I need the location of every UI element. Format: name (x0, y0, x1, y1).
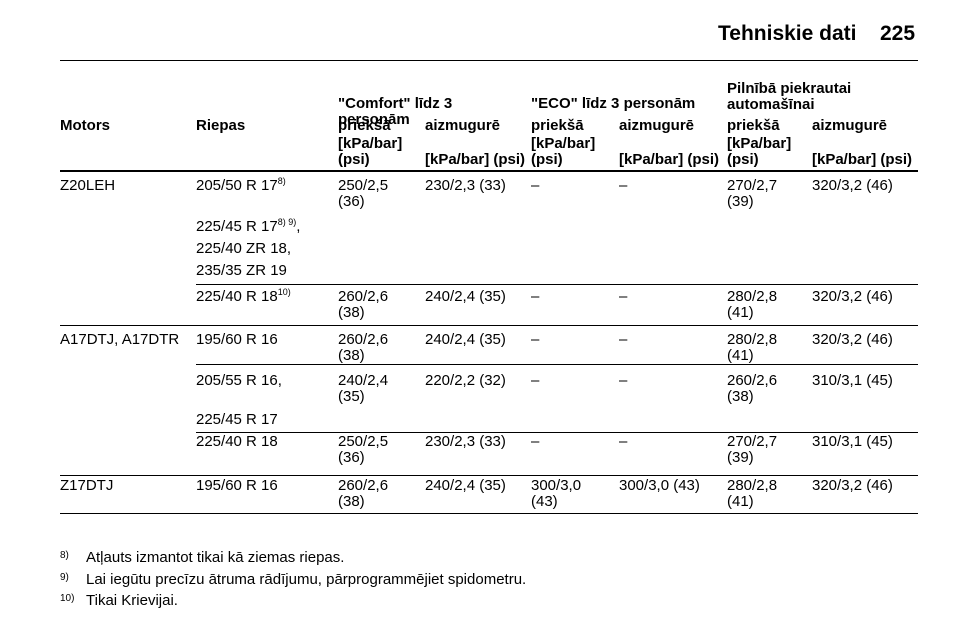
tyre-size: 225/40 R 18 (196, 433, 278, 450)
pressure: 230/2,3 (33) (425, 177, 506, 194)
tyre: 195/60 R 16 (196, 332, 278, 348)
footnote-ref: 10) (277, 287, 291, 297)
tyre: 225/45 R 17 (196, 412, 278, 428)
pressure: 230/2,3 (33) (425, 433, 506, 450)
pressure: – (531, 433, 540, 450)
pressure: 240/2,4 (35) (338, 372, 389, 405)
footnote-mark: 8) (60, 550, 69, 561)
pressure: – (531, 372, 540, 389)
pressure: – (619, 177, 628, 194)
tyre-size: 205/50 R 17 (196, 177, 278, 194)
page-number: 225 (880, 22, 916, 45)
tyre: 235/35 ZR 19 (196, 263, 287, 279)
tyre: 195/60 R 16 (196, 478, 278, 494)
row-rule (60, 513, 918, 514)
pressure: 240/2,4 (35) (425, 331, 506, 348)
section-title: Tehniskie dati (718, 22, 857, 45)
tyre: 205/50 R 178) (196, 176, 286, 194)
rule (60, 170, 918, 172)
pressure: 260/2,6 (38) (338, 331, 389, 364)
pressure: 220/2,2 (32) (425, 372, 506, 389)
pressure: – (531, 177, 540, 194)
pressure: – (531, 331, 540, 348)
unit-header: [kPa/bar] (psi) (619, 151, 720, 168)
pressure: 310/3,1 (45) (812, 433, 893, 450)
pressure: – (531, 288, 540, 305)
column-header: Riepas (196, 117, 246, 134)
footnote-ref: 8) 9) (277, 217, 297, 227)
footnote-ref: 8) (277, 176, 286, 186)
pressure: 240/2,4 (35) (425, 477, 506, 494)
pressure: 250/2,5 (36) (338, 177, 389, 210)
pressure: 260/2,6 (38) (338, 288, 389, 321)
footnote-mark: 9) (60, 572, 69, 583)
tyre: 225/40 ZR 18, (196, 241, 291, 257)
motor: Z17DTJ (60, 477, 114, 494)
pressure: 280/2,8 (41) (727, 477, 778, 510)
pressure: – (619, 372, 628, 389)
group-header: "Comfort" līdz 3 personām (338, 95, 453, 128)
tyre-size: 225/45 R 17 (196, 411, 278, 428)
pressure: 240/2,4 (35) (425, 288, 506, 305)
unit-header: [kPa/bar] (psi) (812, 151, 913, 168)
pressure: 270/2,7 (39) (727, 433, 778, 466)
pressure: 310/3,1 (45) (812, 372, 893, 389)
group-header: "ECO" līdz 3 personām (531, 95, 696, 112)
column-header: aizmugurē (619, 117, 695, 134)
row-rule (60, 325, 918, 326)
unit-header: [kPa/bar] (psi) (531, 135, 596, 168)
tyre-size: 225/40 ZR 18, (196, 240, 292, 257)
tyre: 225/40 R 1810) (196, 287, 291, 305)
motor: A17DTJ, A17DTR (60, 331, 180, 348)
unit-header: [kPa/bar] (psi) (727, 135, 792, 168)
pressure: 320/3,2 (46) (812, 477, 893, 494)
unit-header: [kPa/bar] (psi) (425, 151, 526, 168)
tyre-size: 205/55 R 16, (196, 372, 282, 389)
tyre-size: 195/60 R 16 (196, 331, 278, 348)
tyre: 205/55 R 16, (196, 373, 282, 389)
tyre-size: 195/60 R 16 (196, 477, 278, 494)
pressure: 260/2,6 (38) (727, 372, 778, 405)
footnote: Tikai Krievijai. (86, 592, 178, 609)
row-rule (196, 284, 918, 285)
column-header: priekšā (727, 117, 780, 134)
footnote: Atļauts izmantot tikai kā ziemas riepas. (86, 549, 345, 566)
pressure: 320/3,2 (46) (812, 288, 893, 305)
column-header: Motors (60, 117, 110, 134)
pressure: 300/3,0 (43) (531, 477, 582, 510)
column-header: aizmugurē (425, 117, 501, 134)
pressure: – (619, 433, 628, 450)
tyre-size: 225/40 R 18 (196, 288, 278, 305)
pressure: 300/3,0 (43) (619, 477, 700, 494)
tyre: 225/45 R 178) 9), (196, 217, 301, 235)
punctuation: , (296, 218, 301, 235)
pressure: 320/3,2 (46) (812, 331, 893, 348)
rule (60, 60, 918, 61)
footnote: Lai iegūtu precīzu ātruma rādījumu, pārp… (86, 571, 527, 588)
row-rule (60, 475, 918, 476)
column-header: aizmugurē (812, 117, 888, 134)
pressure: – (619, 288, 628, 305)
column-header: priekšā (338, 117, 391, 134)
unit-header: [kPa/bar] (psi) (338, 135, 403, 168)
pressure: 270/2,7 (39) (727, 177, 778, 210)
pressure: 280/2,8 (41) (727, 288, 778, 321)
group-header: Pilnībā piekrautai automašīnai (727, 80, 852, 113)
motor: Z20LEH (60, 177, 116, 194)
pressure: – (619, 331, 628, 348)
pressure: 260/2,6 (38) (338, 477, 389, 510)
pressure: 250/2,5 (36) (338, 433, 389, 466)
row-rule (196, 364, 918, 365)
row-rule (196, 432, 918, 433)
column-header: priekšā (531, 117, 584, 134)
footnote-mark: 10) (60, 593, 75, 604)
pressure: 280/2,8 (41) (727, 331, 778, 364)
tyre: 225/40 R 18 (196, 434, 278, 450)
tyre-size: 225/45 R 17 (196, 218, 278, 235)
tyre-size: 235/35 ZR 19 (196, 262, 287, 279)
pressure: 320/3,2 (46) (812, 177, 893, 194)
